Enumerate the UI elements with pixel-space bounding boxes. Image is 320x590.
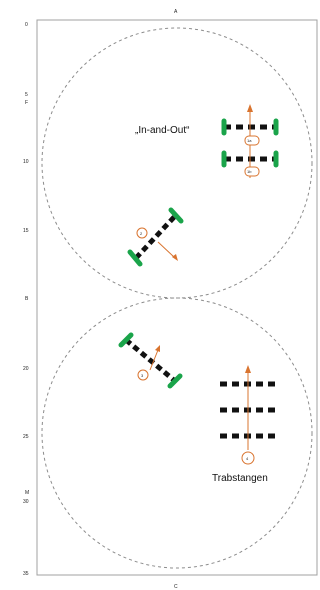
letter-b: B xyxy=(25,296,29,302)
marker-1a: 1a xyxy=(247,138,252,143)
label-in-and-out: „In-and-Out“ xyxy=(135,125,189,136)
distance-35: 35 xyxy=(23,571,29,577)
upper-circle xyxy=(41,27,313,299)
letter-c: C xyxy=(174,584,178,590)
marker-2: 2 xyxy=(140,231,143,236)
diagonal-pole-upper xyxy=(127,207,184,267)
distance-15: 15 xyxy=(23,228,29,234)
label-trabstangen: Trabstangen xyxy=(212,473,268,484)
in-and-out-poles xyxy=(221,104,279,178)
trot-poles xyxy=(220,365,276,465)
distance-25: 25 xyxy=(23,434,29,440)
arena-border xyxy=(36,19,318,576)
letter-m: M xyxy=(25,490,29,496)
letter-f: F xyxy=(25,100,28,106)
diagonal-pole-lower xyxy=(118,332,183,389)
distance-10: 10 xyxy=(23,159,29,165)
distance-0: 0 xyxy=(25,22,28,28)
distance-30: 30 xyxy=(23,499,29,505)
marker-3: 3 xyxy=(141,373,144,378)
marker-1b: 1b xyxy=(247,169,252,174)
lower-circle xyxy=(41,297,313,569)
distance-20: 20 xyxy=(23,366,29,372)
marker-4: 4 xyxy=(246,456,249,461)
distance-5: 5 xyxy=(25,92,28,98)
letter-a: A xyxy=(174,9,178,15)
